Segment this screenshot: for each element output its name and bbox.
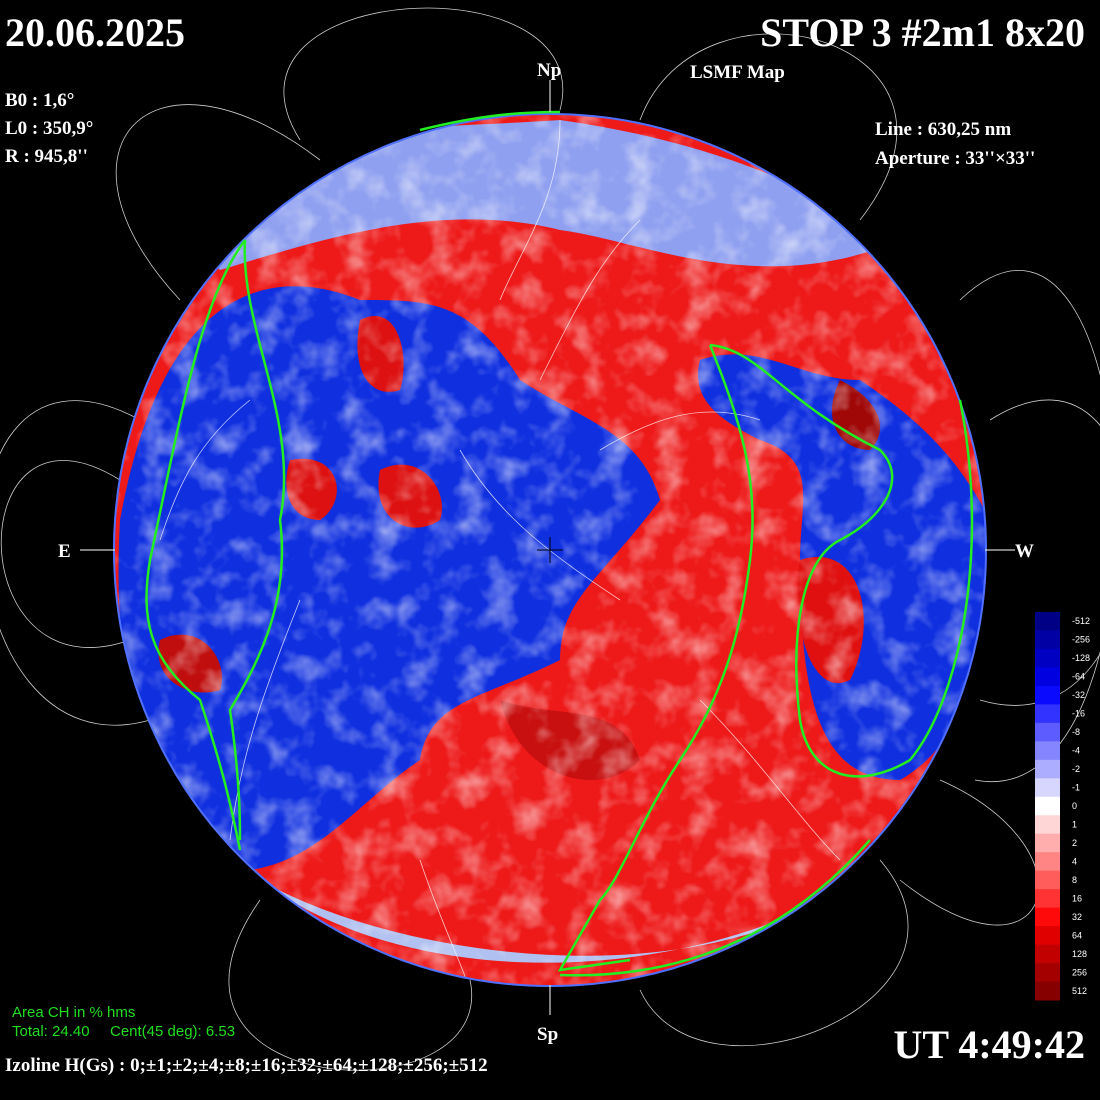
colorbar-label: 0 — [1072, 801, 1077, 811]
colorbar-label: 8 — [1072, 875, 1077, 885]
colorbar-label: 32 — [1072, 912, 1082, 922]
colorbar-swatch — [1035, 667, 1060, 687]
isolines: Izoline H(Gs) : 0;±1;±2;±4;±8;±16;±32;±6… — [5, 1055, 488, 1076]
colorbar-label: 128 — [1072, 949, 1087, 959]
ch-total: Total: 24.40 — [12, 1023, 90, 1040]
colorbar-swatch — [1035, 778, 1060, 798]
colorbar-label: -8 — [1072, 727, 1080, 737]
colorbar-swatch — [1035, 612, 1060, 631]
colorbar-swatch — [1035, 685, 1060, 705]
colorbar-label: -64 — [1072, 672, 1085, 682]
time: UT 4:49:42 — [894, 1022, 1085, 1067]
colorbar-label: 16 — [1072, 893, 1082, 903]
colorbar-swatch — [1035, 963, 1060, 983]
line: Line : 630,25 nm — [875, 119, 1011, 140]
colorbar-label: -256 — [1072, 635, 1090, 645]
colorbar-label: -2 — [1072, 764, 1080, 774]
colorbar-swatch — [1035, 759, 1060, 779]
b0: B0 : 1,6° — [5, 90, 74, 111]
colorbar-label: -32 — [1072, 690, 1085, 700]
north: Np — [537, 60, 561, 81]
colorbar-swatch — [1035, 741, 1060, 761]
aperture: Aperture : 33''×33'' — [875, 148, 1035, 169]
colorbar-label: -4 — [1072, 746, 1080, 756]
colorbar-label: -16 — [1072, 709, 1085, 719]
ch-central: Cent(45 deg): 6.53 — [110, 1023, 235, 1040]
west: W — [1015, 541, 1034, 562]
subtitle: LSMF Map — [690, 62, 785, 83]
colorbar-swatch — [1035, 926, 1060, 946]
axis-ticks — [80, 80, 1015, 1015]
colorbar-swatch — [1035, 833, 1060, 853]
ch-heading: Area CH in % hms — [12, 1004, 135, 1021]
colorbar-label: 256 — [1072, 967, 1087, 977]
colorbar: -512 -256 -128 -64 -32 -16 -8 -4 -2 -1 0 1 2 4 8 16 32 64… — [1035, 612, 1090, 1001]
colorbar-label: -1 — [1072, 783, 1080, 793]
colorbar-label: -512 — [1072, 616, 1090, 626]
colorbar-swatch — [1035, 981, 1060, 1001]
colorbar-swatch — [1035, 944, 1060, 964]
colorbar-label: 1 — [1072, 819, 1077, 829]
solar-disk — [114, 114, 986, 986]
colorbar-swatch — [1035, 722, 1060, 742]
colorbar-swatch — [1035, 889, 1060, 909]
colorbar-label: 4 — [1072, 856, 1077, 866]
center-cross — [537, 537, 563, 563]
radius: R : 945,8'' — [5, 146, 88, 167]
south: Sp — [537, 1024, 558, 1045]
colorbar-label: 512 — [1072, 986, 1087, 996]
colorbar-label: 64 — [1072, 930, 1082, 940]
title: STOP 3 #2m1 8x20 — [760, 10, 1085, 55]
date: 20.06.2025 — [5, 10, 185, 55]
colorbar-swatch — [1035, 815, 1060, 835]
colorbar-swatch — [1035, 648, 1060, 668]
colorbar-swatch — [1035, 852, 1060, 872]
colorbar-swatch — [1035, 796, 1060, 816]
colorbar-swatch — [1035, 704, 1060, 724]
field-lines-disk — [159, 119, 841, 986]
colorbar-swatch — [1035, 630, 1060, 650]
l0: L0 : 350,9° — [5, 118, 93, 139]
coronal-hole-contours — [145, 110, 974, 977]
east: E — [58, 541, 71, 562]
colorbar-label: -128 — [1072, 653, 1090, 663]
colorbar-swatch — [1035, 870, 1060, 890]
colorbar-label: 2 — [1072, 838, 1077, 848]
colorbar-swatch — [1035, 907, 1060, 927]
